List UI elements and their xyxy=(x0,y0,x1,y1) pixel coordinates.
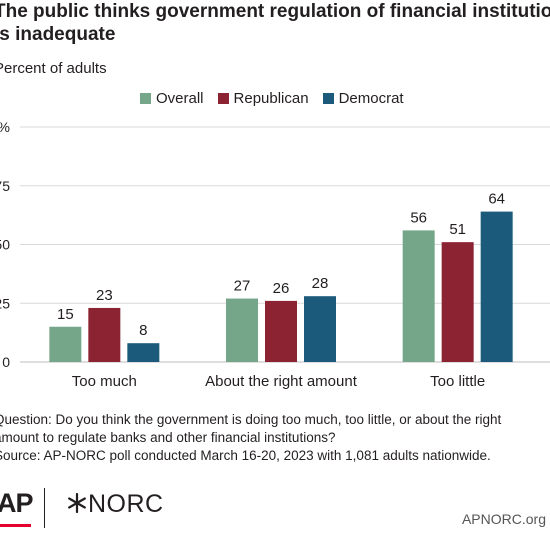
norc-star-icon xyxy=(68,492,86,514)
y-tick-label: 25 xyxy=(0,295,10,311)
chart-title-line-2: is inadequate xyxy=(0,24,116,45)
norc-logo: NORC xyxy=(66,490,164,519)
legend-swatch-democrat xyxy=(322,92,334,104)
legend-swatch-republican xyxy=(217,92,229,104)
x-category-label: Too little xyxy=(430,373,485,390)
bar xyxy=(49,326,82,362)
chart-title-line-1: The public thinks government regulation … xyxy=(0,1,550,22)
y-tick-label: 100 % xyxy=(0,119,10,135)
data-label: 56 xyxy=(410,209,427,226)
data-label: 26 xyxy=(273,280,290,297)
legend-label-democrat: Democrat xyxy=(338,89,404,107)
question-note-line-1: Question: Do you think the government is… xyxy=(0,412,502,427)
data-label: 51 xyxy=(449,221,466,238)
source-note: Source: AP-NORC poll conducted March 16-… xyxy=(0,448,491,463)
legend-item-republican: Republican xyxy=(217,89,309,107)
logo-divider xyxy=(44,488,45,528)
x-category-label: About the right amount xyxy=(205,373,358,390)
chart-title: The public thinks government regulation … xyxy=(0,0,550,46)
y-tick-label: 75 xyxy=(0,178,10,194)
legend-item-overall: Overall xyxy=(140,90,204,107)
norc-logo-text: NORC xyxy=(88,490,164,518)
bar xyxy=(304,296,336,362)
data-label: 8 xyxy=(139,322,147,339)
legend-label-overall: Overall xyxy=(156,89,204,107)
question-note-line-2: amount to regulate banks and other finan… xyxy=(0,430,336,445)
ap-logo-underline xyxy=(0,524,31,527)
bar xyxy=(480,211,513,362)
ap-logo: AP xyxy=(0,488,34,518)
bar xyxy=(88,307,121,362)
data-label: 28 xyxy=(312,275,329,292)
bar xyxy=(265,300,297,362)
data-label: 15 xyxy=(57,306,74,323)
notes: Question: Do you think the government is… xyxy=(0,411,550,465)
x-category-label: Too much xyxy=(72,373,137,390)
legend: Overall Republican Democrat xyxy=(140,87,418,109)
y-tick-label: 50 xyxy=(0,237,10,253)
bar xyxy=(226,298,258,362)
site-url: APNORC.org xyxy=(461,511,546,527)
bar xyxy=(441,242,474,362)
bar-chart: 0 25 50 75 100 % 15 23 8 Too much 27 26 28 About the… xyxy=(0,119,550,390)
bar xyxy=(127,343,160,362)
data-label: 23 xyxy=(96,287,113,304)
y-tick-label: 0 xyxy=(2,354,10,370)
data-label: 27 xyxy=(234,278,251,295)
legend-swatch-overall xyxy=(140,92,151,104)
legend-label-republican: Republican xyxy=(233,89,309,107)
chart-subtitle: Percent of adults xyxy=(0,60,107,77)
data-label: 64 xyxy=(488,191,505,208)
bar xyxy=(402,230,435,362)
legend-item-democrat: Democrat xyxy=(322,89,404,107)
